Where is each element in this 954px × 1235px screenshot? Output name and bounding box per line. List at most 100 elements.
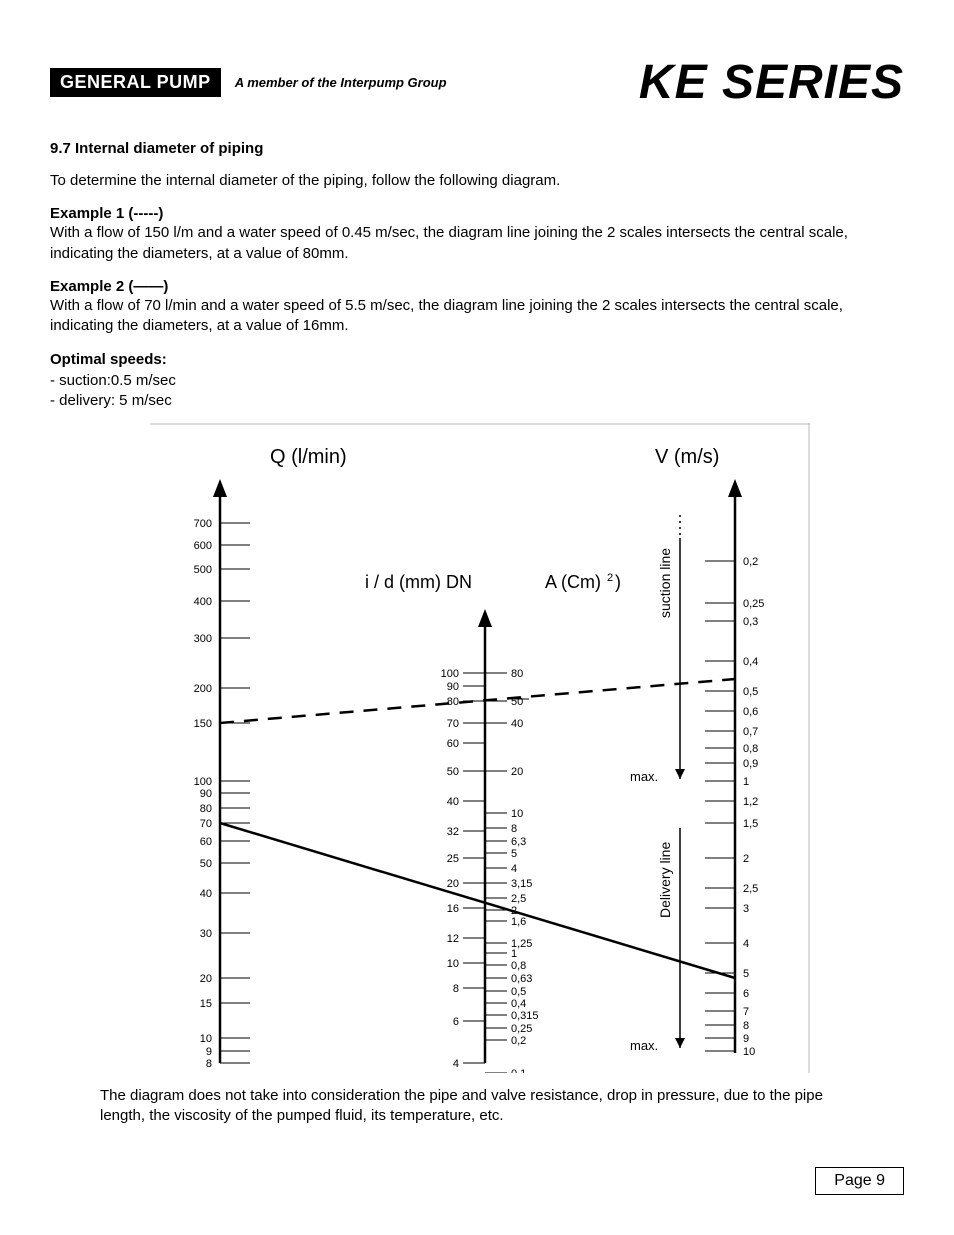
svg-text:70: 70 [447, 718, 459, 730]
svg-text:V (m/s): V (m/s) [655, 446, 719, 468]
svg-text:5: 5 [511, 848, 517, 860]
page-header: GENERAL PUMP A member of the Interpump G… [50, 55, 904, 110]
svg-text:0,8: 0,8 [511, 960, 526, 972]
svg-text:60: 60 [447, 738, 459, 750]
svg-text:0,315: 0,315 [511, 1010, 539, 1022]
svg-text:400: 400 [194, 596, 212, 608]
svg-text:3,15: 3,15 [511, 878, 532, 890]
svg-text:2: 2 [607, 572, 613, 584]
svg-text:60: 60 [200, 836, 212, 848]
svg-text:80: 80 [200, 803, 212, 815]
svg-text:200: 200 [194, 683, 212, 695]
svg-text:1: 1 [743, 776, 749, 788]
svg-text:A (Cm): A (Cm) [545, 572, 601, 592]
svg-text:80: 80 [447, 696, 459, 708]
example-1: Example 1 (-----) With a flow of 150 l/m… [50, 205, 904, 264]
svg-text:0,25: 0,25 [743, 598, 764, 610]
svg-text:80: 80 [511, 668, 523, 680]
svg-text:i / d (mm) DN: i / d (mm) DN [365, 572, 472, 592]
svg-text:1: 1 [511, 948, 517, 960]
brand-block: GENERAL PUMP [50, 68, 221, 97]
svg-text:Q (l/min): Q (l/min) [270, 446, 347, 468]
svg-text:8: 8 [743, 1020, 749, 1032]
svg-text:20: 20 [200, 973, 212, 985]
svg-text:4: 4 [743, 938, 749, 950]
page-number: Page 9 [815, 1167, 904, 1195]
svg-text:0,63: 0,63 [511, 973, 532, 985]
section-intro: To determine the internal diameter of th… [50, 171, 904, 191]
svg-text:90: 90 [200, 788, 212, 800]
svg-text:6: 6 [743, 988, 749, 1000]
svg-text:0,7: 0,7 [743, 726, 758, 738]
svg-text:16: 16 [447, 903, 459, 915]
svg-text:0,5: 0,5 [511, 986, 526, 998]
svg-text:15: 15 [200, 998, 212, 1010]
svg-text:40: 40 [511, 718, 523, 730]
svg-text:25: 25 [447, 853, 459, 865]
svg-text:2,5: 2,5 [511, 893, 526, 905]
svg-text:9: 9 [743, 1033, 749, 1045]
svg-text:0,6: 0,6 [743, 706, 758, 718]
svg-text:600: 600 [194, 540, 212, 552]
optimal-line-2: - delivery: 5 m/sec [50, 391, 904, 411]
svg-text:70: 70 [200, 818, 212, 830]
svg-text:100: 100 [441, 668, 459, 680]
svg-text:8: 8 [453, 983, 459, 995]
svg-text:4: 4 [511, 863, 517, 875]
svg-text:2: 2 [743, 853, 749, 865]
svg-text:12: 12 [447, 933, 459, 945]
svg-text:50: 50 [200, 858, 212, 870]
section-heading: 9.7 Internal diameter of piping [50, 140, 904, 157]
svg-text:10: 10 [511, 808, 523, 820]
svg-text:max.: max. [630, 1038, 658, 1053]
nomograph-svg: 7006005004003002001501009080706050403020… [150, 423, 810, 1073]
svg-text:8: 8 [511, 823, 517, 835]
svg-text:90: 90 [447, 681, 459, 693]
example-1-title: Example 1 (-----) [50, 205, 163, 222]
svg-text:10: 10 [447, 958, 459, 970]
svg-text:0,8: 0,8 [743, 743, 758, 755]
svg-text:max.: max. [630, 769, 658, 784]
svg-text:32: 32 [447, 826, 459, 838]
svg-text:40: 40 [447, 796, 459, 808]
svg-text:1,6: 1,6 [511, 916, 526, 928]
svg-text:suction line: suction line [657, 548, 673, 618]
svg-text:1,5: 1,5 [743, 818, 758, 830]
svg-text:700: 700 [194, 518, 212, 530]
svg-text:6: 6 [453, 1016, 459, 1028]
example-2-body: With a flow of 70 l/min and a water spee… [50, 297, 843, 334]
example-1-body: With a flow of 150 l/m and a water speed… [50, 224, 848, 261]
svg-text:2,5: 2,5 [743, 883, 758, 895]
svg-text:0,3: 0,3 [743, 616, 758, 628]
svg-text:6,3: 6,3 [511, 836, 526, 848]
svg-text:10: 10 [200, 1033, 212, 1045]
chart-caption: The diagram does not take into considera… [100, 1086, 864, 1127]
svg-text:30: 30 [200, 928, 212, 940]
optimal-title: Optimal speeds: [50, 350, 904, 370]
svg-text:500: 500 [194, 564, 212, 576]
nomograph-chart: 7006005004003002001501009080706050403020… [150, 423, 904, 1078]
svg-text:10: 10 [743, 1046, 755, 1058]
optimal-speeds: Optimal speeds: - suction:0.5 m/sec - de… [50, 350, 904, 411]
svg-text:40: 40 [200, 888, 212, 900]
svg-text:150: 150 [194, 718, 212, 730]
svg-text:0,25: 0,25 [511, 1023, 532, 1035]
optimal-line-1: - suction:0.5 m/sec [50, 371, 904, 391]
svg-text:7: 7 [743, 1006, 749, 1018]
svg-text:20: 20 [447, 878, 459, 890]
svg-text:0,9: 0,9 [743, 758, 758, 770]
svg-text:0,5: 0,5 [743, 686, 758, 698]
svg-text:Delivery line: Delivery line [657, 842, 673, 918]
example-2: Example 2 (——) With a flow of 70 l/min a… [50, 278, 904, 337]
svg-text:1,2: 1,2 [743, 796, 758, 808]
example-2-title: Example 2 (——) [50, 278, 168, 295]
svg-text:): ) [615, 572, 621, 592]
svg-text:4: 4 [453, 1058, 459, 1070]
svg-text:20: 20 [511, 766, 523, 778]
svg-text:50: 50 [447, 766, 459, 778]
svg-text:0,4: 0,4 [511, 998, 526, 1010]
brand-tagline: A member of the Interpump Group [235, 75, 447, 90]
svg-text:0,2: 0,2 [511, 1035, 526, 1047]
svg-text:100: 100 [194, 776, 212, 788]
series-title: KE SERIES [639, 55, 904, 110]
